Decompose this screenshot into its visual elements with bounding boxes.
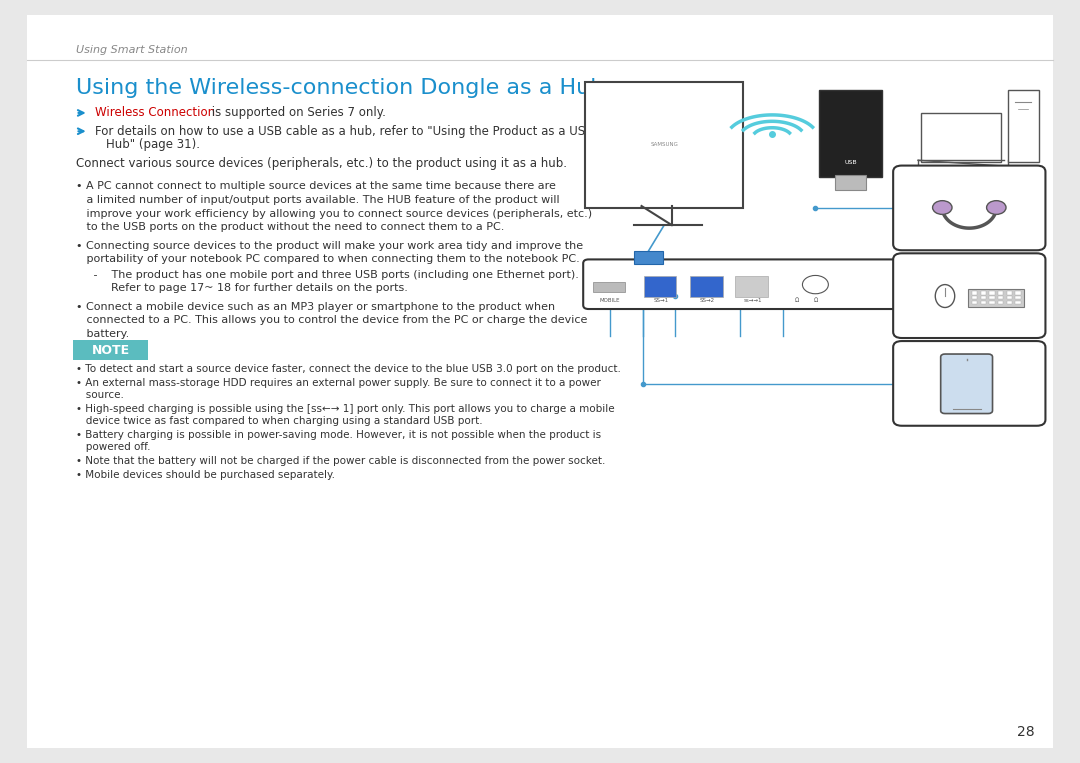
Text: For details on how to use a USB cable as a hub, refer to "Using the Product as a: For details on how to use a USB cable as… <box>95 124 593 138</box>
FancyBboxPatch shape <box>972 301 977 304</box>
Text: Ω: Ω <box>813 298 818 303</box>
Text: Connect various source devices (peripherals, etc.) to the product using it as a : Connect various source devices (peripher… <box>76 156 567 170</box>
FancyBboxPatch shape <box>981 291 986 295</box>
FancyBboxPatch shape <box>835 175 866 190</box>
Text: portability of your notebook PC compared to when connecting them to the notebook: portability of your notebook PC compared… <box>76 254 579 265</box>
FancyBboxPatch shape <box>989 291 995 295</box>
Text: SS→1: SS→1 <box>653 298 669 303</box>
Text: Using Smart Station: Using Smart Station <box>76 44 187 55</box>
FancyBboxPatch shape <box>644 276 676 297</box>
Text: is supported on Series 7 only.: is supported on Series 7 only. <box>208 106 387 120</box>
FancyBboxPatch shape <box>1007 301 1012 304</box>
Circle shape <box>802 275 828 294</box>
FancyBboxPatch shape <box>972 296 977 299</box>
FancyBboxPatch shape <box>941 354 993 414</box>
Text: • Battery charging is possible in power-saving mode. However, it is not possible: • Battery charging is possible in power-… <box>76 430 600 440</box>
FancyBboxPatch shape <box>893 166 1045 250</box>
FancyBboxPatch shape <box>73 340 148 360</box>
Text: USB: USB <box>845 160 856 166</box>
Text: Hub" (page 31).: Hub" (page 31). <box>106 138 200 152</box>
FancyBboxPatch shape <box>998 301 1003 304</box>
Text: ss→→1: ss→→1 <box>743 298 762 303</box>
FancyBboxPatch shape <box>1007 296 1012 299</box>
FancyBboxPatch shape <box>585 82 743 208</box>
Text: battery.: battery. <box>76 329 129 340</box>
Text: • A PC cannot connect to multiple source devices at the same time because there : • A PC cannot connect to multiple source… <box>76 181 555 192</box>
Text: to the USB ports on the product without the need to connect them to a PC.: to the USB ports on the product without … <box>76 222 504 233</box>
FancyBboxPatch shape <box>921 113 1001 162</box>
FancyBboxPatch shape <box>1015 291 1021 295</box>
FancyBboxPatch shape <box>1015 296 1021 299</box>
Text: Using the Wireless-connection Dongle as a Hub: Using the Wireless-connection Dongle as … <box>76 78 604 98</box>
FancyBboxPatch shape <box>972 291 977 295</box>
FancyBboxPatch shape <box>1007 291 1012 295</box>
Text: SS→2: SS→2 <box>700 298 715 303</box>
FancyBboxPatch shape <box>593 282 625 292</box>
Text: 28: 28 <box>1017 726 1035 739</box>
Text: • To detect and start a source device faster, connect the device to the blue USB: • To detect and start a source device fa… <box>76 364 621 375</box>
FancyBboxPatch shape <box>893 253 1045 338</box>
Text: • Connecting source devices to the product will make your work area tidy and imp: • Connecting source devices to the produ… <box>76 240 583 251</box>
FancyBboxPatch shape <box>998 291 1003 295</box>
Text: device twice as fast compared to when charging using a standard USB port.: device twice as fast compared to when ch… <box>76 416 483 427</box>
Text: MOBILE: MOBILE <box>600 298 620 303</box>
Text: -    The product has one mobile port and three USB ports (including one Ethernet: - The product has one mobile port and th… <box>76 269 579 280</box>
FancyBboxPatch shape <box>893 341 1045 426</box>
Text: • Note that the battery will not be charged if the power cable is disconnected f: • Note that the battery will not be char… <box>76 456 605 466</box>
Circle shape <box>932 201 953 214</box>
FancyBboxPatch shape <box>583 259 983 309</box>
Circle shape <box>987 201 1007 214</box>
FancyBboxPatch shape <box>1008 90 1039 162</box>
Text: • Mobile devices should be purchased separately.: • Mobile devices should be purchased sep… <box>76 469 335 480</box>
Text: NOTE: NOTE <box>92 343 130 357</box>
Text: improve your work efficiency by allowing you to connect source devices (peripher: improve your work efficiency by allowing… <box>76 208 592 219</box>
FancyBboxPatch shape <box>634 251 663 264</box>
FancyBboxPatch shape <box>989 296 995 299</box>
Text: • High-speed charging is possible using the [ss←→ 1] port only. This port allows: • High-speed charging is possible using … <box>76 404 615 414</box>
FancyBboxPatch shape <box>998 296 1003 299</box>
Text: connected to a PC. This allows you to control the device from the PC or charge t: connected to a PC. This allows you to co… <box>76 315 586 326</box>
Text: SAMSUNG: SAMSUNG <box>650 143 678 147</box>
FancyBboxPatch shape <box>968 289 1024 307</box>
Text: • An external mass-storage HDD requires an external power supply. Be sure to con: • An external mass-storage HDD requires … <box>76 378 600 388</box>
Ellipse shape <box>935 285 955 307</box>
Text: a limited number of input/output ports available. The HUB feature of the product: a limited number of input/output ports a… <box>76 195 559 205</box>
Text: • Connect a mobile device such as an MP3 player or smartphone to the product whe: • Connect a mobile device such as an MP3… <box>76 301 555 312</box>
Text: powered off.: powered off. <box>76 442 150 452</box>
FancyBboxPatch shape <box>27 15 1053 748</box>
Text: Wireless Connection: Wireless Connection <box>95 106 215 120</box>
FancyBboxPatch shape <box>981 301 986 304</box>
FancyBboxPatch shape <box>981 296 986 299</box>
Text: source.: source. <box>76 390 123 401</box>
FancyBboxPatch shape <box>690 276 723 297</box>
FancyBboxPatch shape <box>989 301 995 304</box>
FancyBboxPatch shape <box>735 276 768 297</box>
Text: Ω: Ω <box>795 298 799 303</box>
Text: Refer to page 17~ 18 for further details on the ports.: Refer to page 17~ 18 for further details… <box>76 283 407 294</box>
FancyBboxPatch shape <box>819 90 882 177</box>
FancyBboxPatch shape <box>1015 301 1021 304</box>
